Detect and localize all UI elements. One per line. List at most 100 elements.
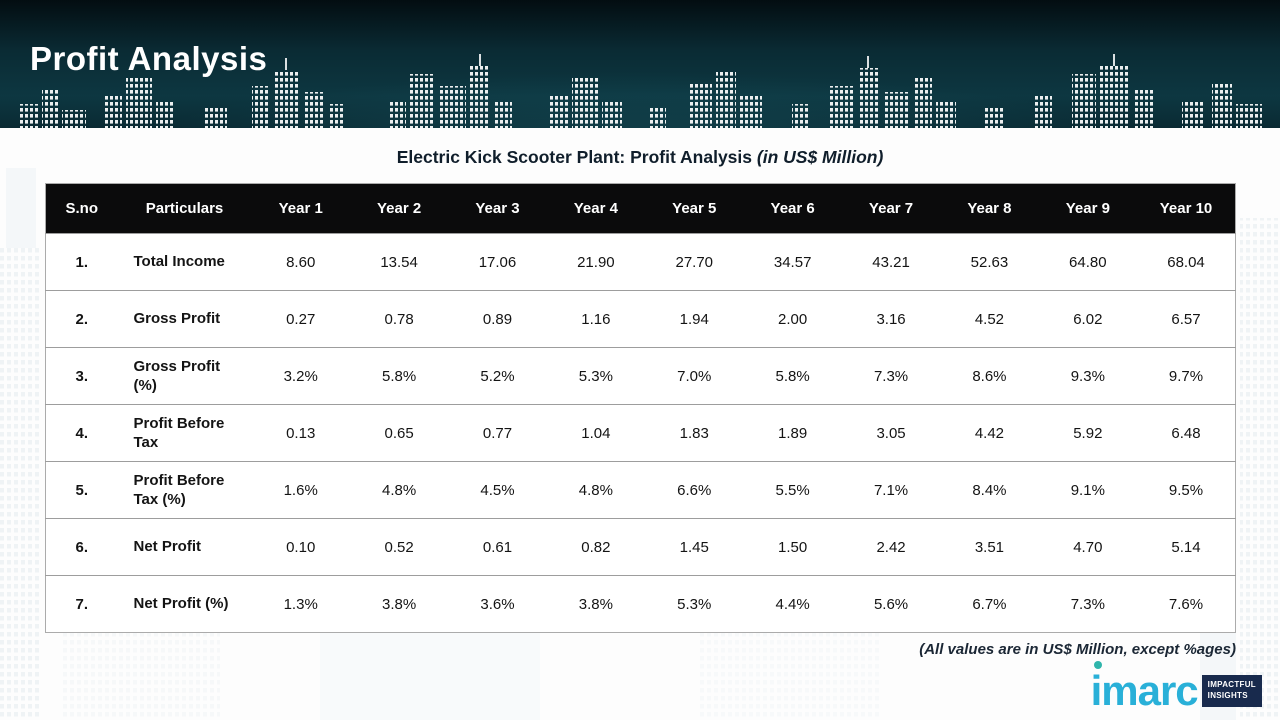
value-cell: 4.8% [349, 461, 449, 519]
column-header: Year 4 [546, 183, 646, 234]
value-cell: 8.4% [940, 461, 1039, 519]
value-cell: 5.8% [743, 347, 842, 405]
value-cell: 6.02 [1038, 290, 1138, 348]
table-title-main: Electric Kick Scooter Plant: Profit Anal… [396, 147, 753, 167]
table-row: 7. Net Profit (%) 1.3% 3.8% 3.6% 3.8% 5.3% 4.4%… [45, 575, 1236, 633]
brand-name: imarc [1090, 667, 1199, 714]
page-title: Profit Analysis [30, 40, 268, 77]
value-cell: 2.00 [743, 290, 842, 348]
value-cell: 3.16 [841, 290, 941, 348]
column-header: S.no [45, 183, 118, 234]
table-row: 6. Net Profit 0.10 0.52 0.61 0.82 1.45 1.50 2.42… [45, 518, 1236, 576]
value-cell: 68.04 [1137, 233, 1236, 291]
table-row: 3. Gross Profit (%) 3.2% 5.8% 5.2% 5.3% 7.0% 5.… [45, 347, 1236, 405]
value-cell: 0.89 [448, 290, 547, 348]
value-cell: 3.05 [841, 404, 941, 462]
value-cell: 6.7% [940, 575, 1039, 633]
column-header: Year 9 [1038, 183, 1138, 234]
particulars-cell: Gross Profit (%) [117, 347, 252, 405]
value-cell: 0.10 [251, 518, 350, 576]
value-cell: 5.92 [1038, 404, 1138, 462]
value-cell: 8.6% [940, 347, 1039, 405]
value-cell: 1.04 [546, 404, 646, 462]
value-cell: 5.3% [546, 347, 646, 405]
value-cell: 3.2% [251, 347, 350, 405]
value-cell: 6.48 [1137, 404, 1236, 462]
value-cell: 5.2% [448, 347, 547, 405]
particulars-cell: Profit Before Tax [117, 404, 252, 462]
value-cell: 9.7% [1137, 347, 1236, 405]
value-cell: 4.5% [448, 461, 547, 519]
value-cell: 0.65 [349, 404, 449, 462]
value-cell: 52.63 [940, 233, 1039, 291]
value-cell: 43.21 [841, 233, 941, 291]
table-row: 1. Total Income 8.60 13.54 17.06 21.90 27.70 34… [45, 233, 1236, 291]
column-header: Year 8 [940, 183, 1039, 234]
value-cell: 1.16 [546, 290, 646, 348]
table-body: 1. Total Income 8.60 13.54 17.06 21.90 27.70 34… [45, 233, 1236, 633]
column-header: Year 3 [448, 183, 547, 234]
column-header: Year 5 [645, 183, 744, 234]
value-cell: 7.1% [841, 461, 941, 519]
logo-tagline-box: IMPACTFUL INSIGHTS [1201, 675, 1262, 707]
row-number-cell: 2. [45, 290, 118, 348]
column-header: Year 2 [349, 183, 449, 234]
column-header: Year 7 [841, 183, 941, 234]
value-cell: 3.6% [448, 575, 547, 633]
value-cell: 3.51 [940, 518, 1039, 576]
column-header: Year 6 [743, 183, 842, 234]
row-number-cell: 1. [45, 233, 118, 291]
value-cell: 0.61 [448, 518, 547, 576]
value-cell: 0.82 [546, 518, 646, 576]
value-cell: 9.1% [1038, 461, 1138, 519]
value-cell: 7.3% [1038, 575, 1138, 633]
table-row: 4. Profit Before Tax 0.13 0.65 0.77 1.04 1.83 1… [45, 404, 1236, 462]
footnote: (All values are in US$ Million, except %… [919, 641, 1236, 658]
value-cell: 5.6% [841, 575, 941, 633]
value-cell: 6.6% [645, 461, 744, 519]
particulars-cell: Gross Profit [117, 290, 252, 348]
value-cell: 1.89 [743, 404, 842, 462]
value-cell: 1.83 [645, 404, 744, 462]
value-cell: 64.80 [1038, 233, 1138, 291]
value-cell: 1.50 [743, 518, 842, 576]
value-cell: 1.6% [251, 461, 350, 519]
imarc-brand-text: imarc [1090, 661, 1199, 714]
value-cell: 1.45 [645, 518, 744, 576]
value-cell: 0.13 [251, 404, 350, 462]
row-number-cell: 3. [45, 347, 118, 405]
value-cell: 5.8% [349, 347, 449, 405]
column-header: Year 10 [1137, 183, 1236, 234]
value-cell: 13.54 [349, 233, 449, 291]
value-cell: 9.5% [1137, 461, 1236, 519]
column-header: Particulars [117, 183, 252, 234]
value-cell: 1.94 [645, 290, 744, 348]
value-cell: 6.57 [1137, 290, 1236, 348]
particulars-cell: Profit Before Tax (%) [117, 461, 252, 519]
row-number-cell: 6. [45, 518, 118, 576]
value-cell: 9.3% [1038, 347, 1138, 405]
table-row: 5. Profit Before Tax (%) 1.6% 4.8% 4.5% 4.8% 6… [45, 461, 1236, 519]
value-cell: 4.4% [743, 575, 842, 633]
row-number-cell: 4. [45, 404, 118, 462]
column-header: Year 1 [251, 183, 350, 234]
value-cell: 34.57 [743, 233, 842, 291]
value-cell: 4.8% [546, 461, 646, 519]
value-cell: 7.6% [1137, 575, 1236, 633]
header-banner: Profit Analysis [0, 0, 1280, 128]
tagline-line-1: IMPACTFUL [1207, 680, 1256, 690]
value-cell: 3.8% [546, 575, 646, 633]
value-cell: 21.90 [546, 233, 646, 291]
value-cell: 4.42 [940, 404, 1039, 462]
table-title-unit-note: (in US$ Million) [756, 147, 884, 167]
value-cell: 0.78 [349, 290, 449, 348]
value-cell: 5.5% [743, 461, 842, 519]
value-cell: 0.77 [448, 404, 547, 462]
value-cell: 5.3% [645, 575, 744, 633]
tagline-line-2: INSIGHTS [1207, 691, 1248, 700]
row-number-cell: 5. [45, 461, 118, 519]
particulars-cell: Total Income [117, 233, 252, 291]
imarc-logo: imarc IMPACTFUL INSIGHTS [1090, 661, 1262, 714]
value-cell: 8.60 [251, 233, 350, 291]
